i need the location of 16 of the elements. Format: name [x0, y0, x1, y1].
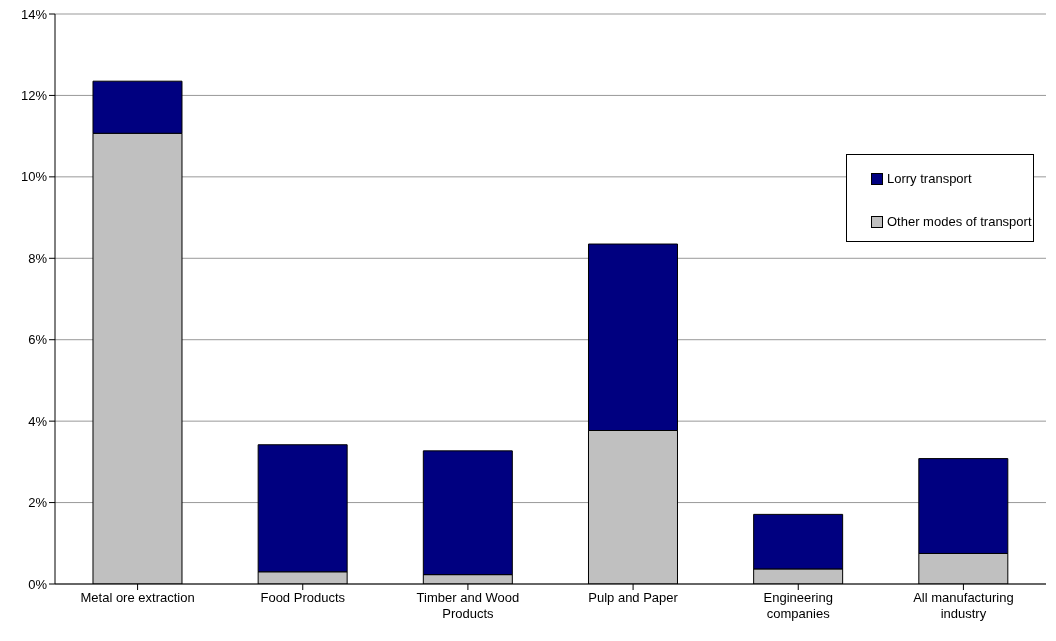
- x-tick-label: Engineering companies: [763, 590, 833, 621]
- x-tick-label: Timber and Wood Products: [416, 590, 520, 621]
- y-tick-label: 12%: [20, 88, 48, 104]
- x-tick-label: Metal ore extraction: [80, 590, 195, 605]
- x-tick-label: Pulp and Paper: [588, 590, 679, 605]
- y-tick-label: 6%: [28, 332, 48, 348]
- y-tick-label: 0%: [28, 576, 48, 592]
- x-tick-label: Food Products: [260, 590, 346, 605]
- y-tick-label: 10%: [20, 169, 48, 185]
- legend-label: Other modes of transport: [887, 214, 1032, 229]
- y-tick-label: 14%: [20, 6, 48, 22]
- y-tick-label: 8%: [28, 250, 48, 266]
- y-tick-label: 4%: [28, 413, 48, 429]
- y-tick-label: 2%: [28, 495, 48, 511]
- legend-label: Lorry transport: [887, 171, 972, 186]
- x-tick-label: All manufacturing industry: [913, 590, 1014, 621]
